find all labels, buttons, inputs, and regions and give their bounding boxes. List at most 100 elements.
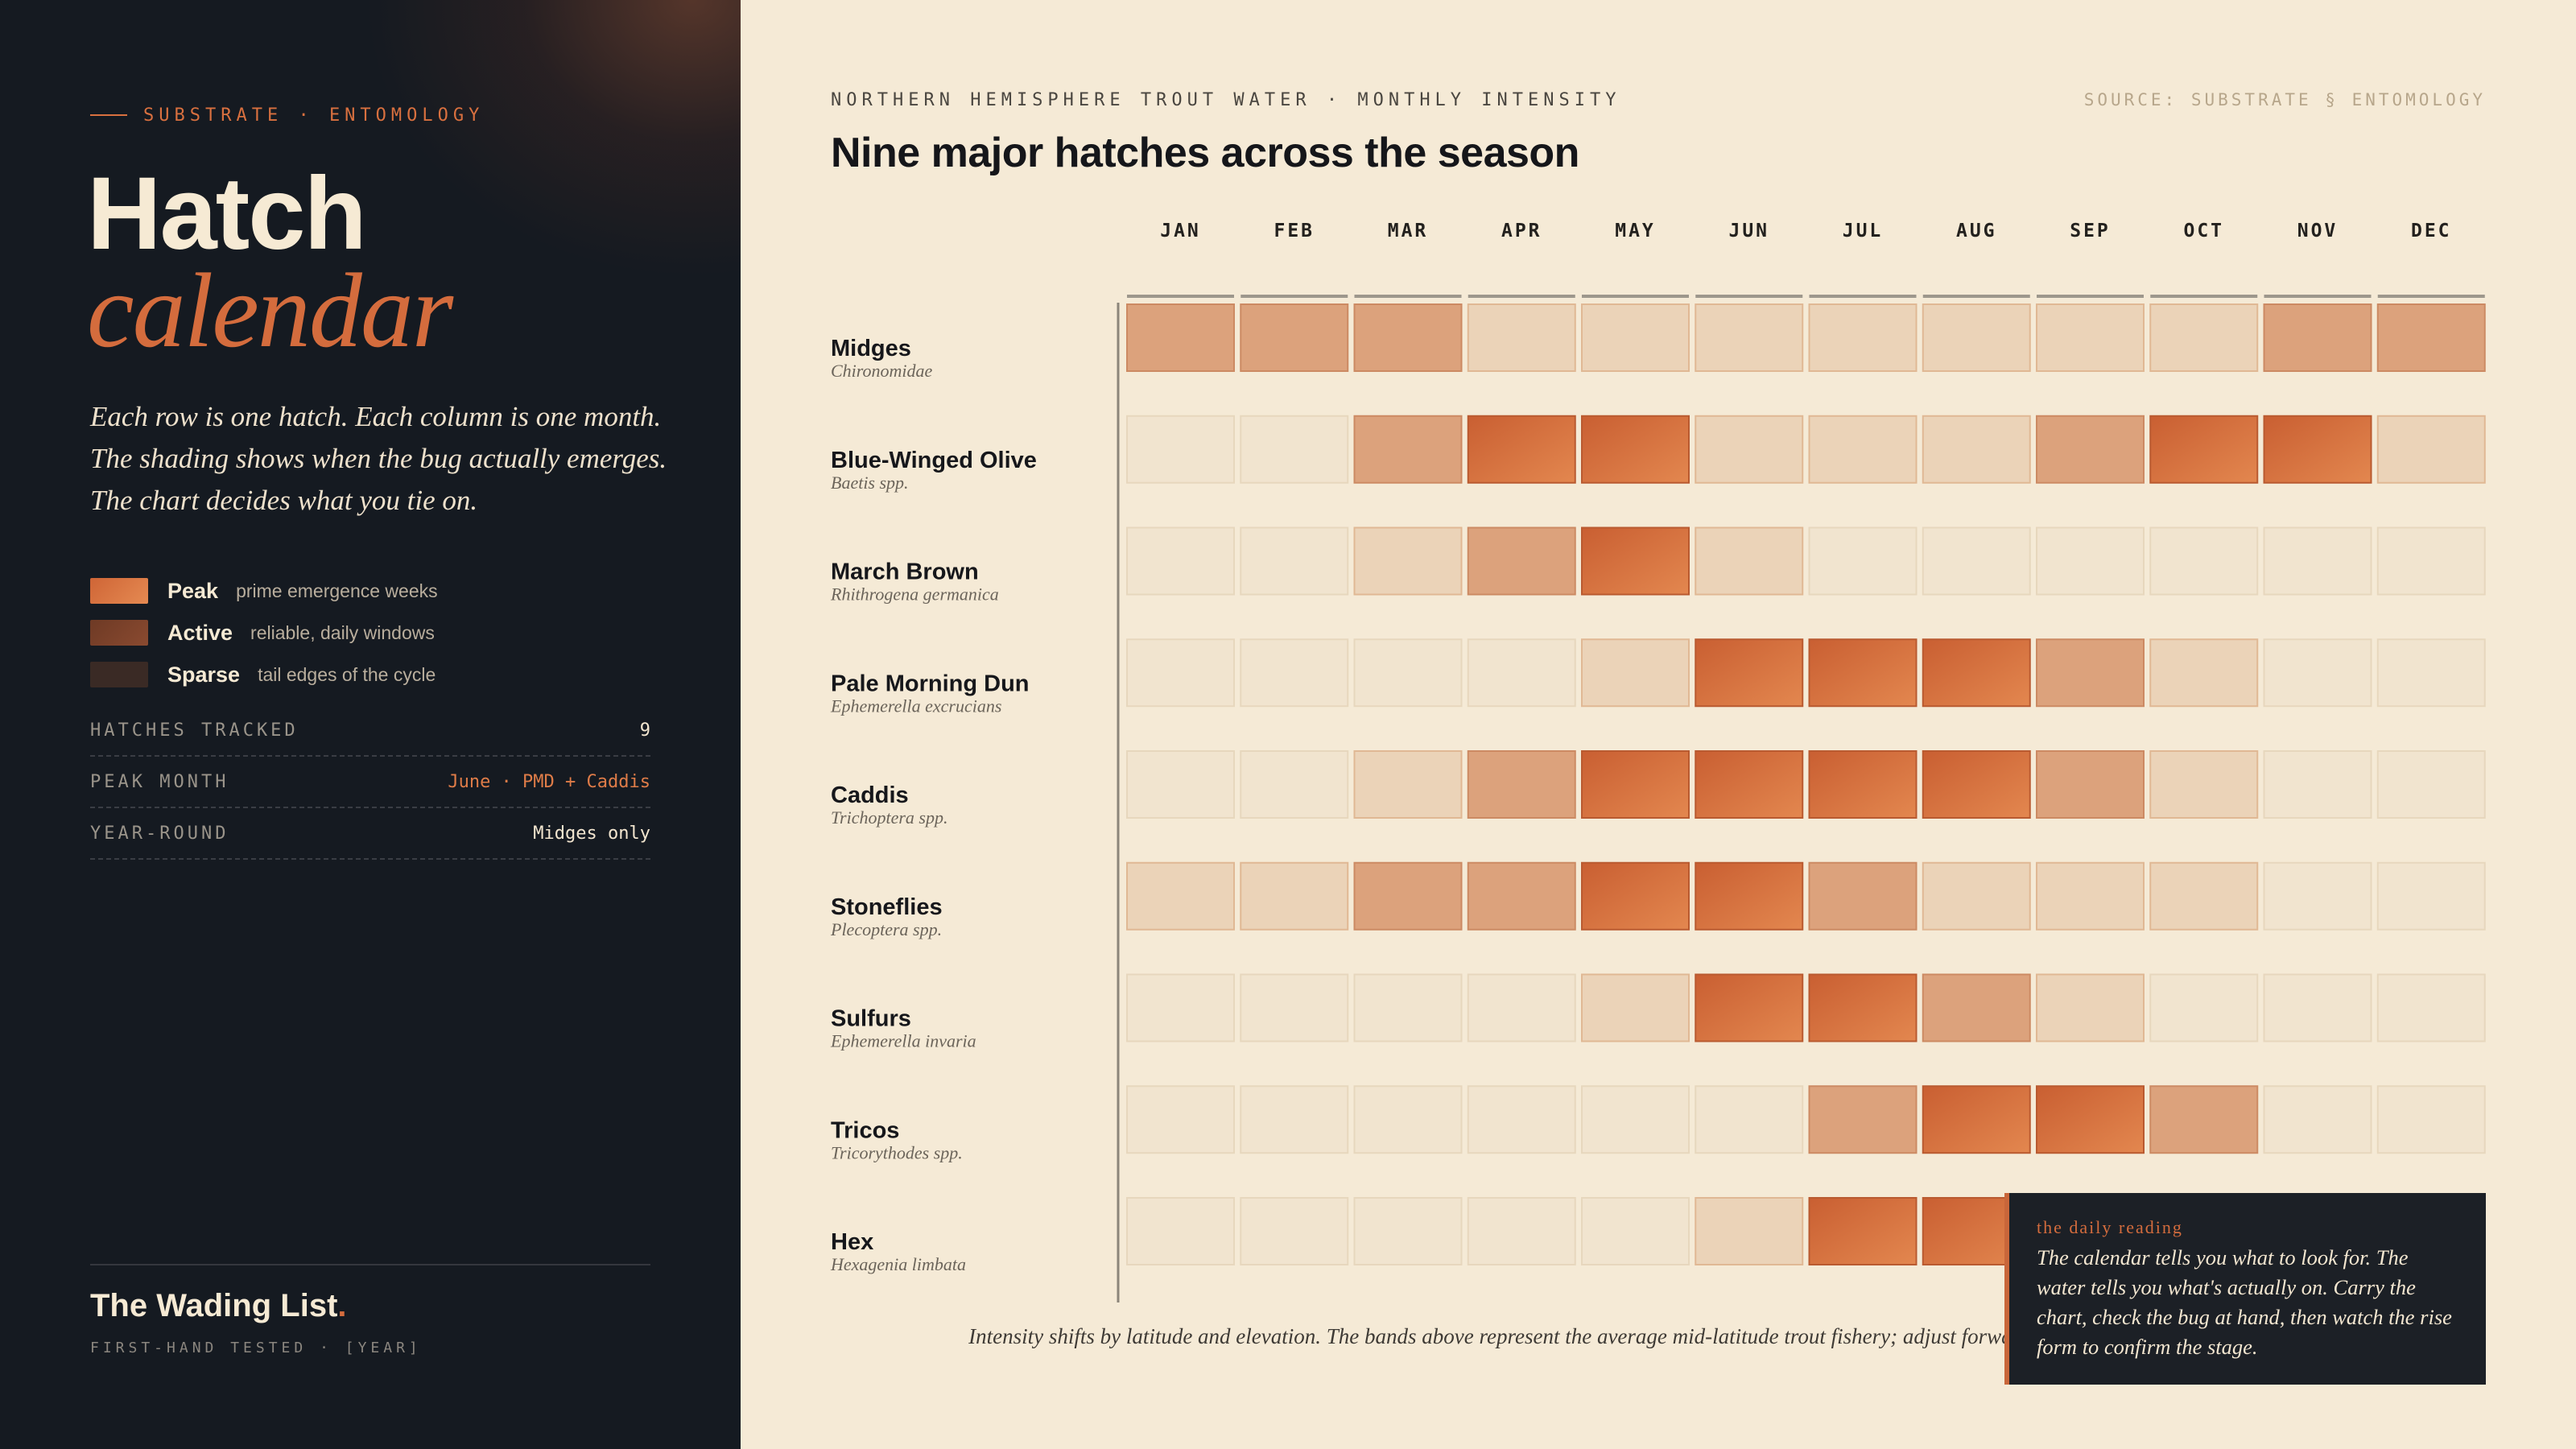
heatmap-cell [1353,638,1463,708]
heatmap-cell [2263,861,2372,931]
heatmap-cell [2263,303,2372,372]
heatmap-cell [1695,973,1804,1042]
legend-swatch-active [90,620,148,646]
heatmap-cell [1808,1197,1918,1265]
row-label: Hex [831,1229,873,1255]
heatmap-cell [1353,750,1463,819]
legend-item-active: Active reliable, daily windows [90,612,670,654]
heatmap-cell [1240,750,1349,819]
legend-desc: prime emergence weeks [236,580,438,601]
heatmap-cell [1922,415,2031,484]
legend: Peak prime emergence weeks Active reliab… [90,570,670,696]
heatmap-cell [1922,1085,2031,1154]
heatmap-cell [1353,415,1463,484]
eyebrow-rule [90,114,127,116]
heatmap-cell [2376,973,2486,1042]
heatmap-cell [2149,861,2259,931]
month-tick [2150,295,2258,298]
heatmap-cell [2376,303,2486,372]
heatmap-cells [1126,303,2486,1265]
heatmap-cell [2376,750,2486,819]
heatmap-cell [2149,750,2259,819]
heatmap-cell [1240,1085,1349,1154]
stat-label: PEAK MONTH [90,771,229,792]
month-tick [1468,295,1575,298]
row-label: Caddis [831,782,909,808]
heatmap-cell [2149,415,2259,484]
stat-value: Midges only [533,823,650,844]
heatmap-cell [1808,526,1918,596]
title-line-2: calendar [87,251,453,369]
heatmap-cell [2376,861,2486,931]
heatmap-cell [1695,303,1804,372]
heatmap-cell [2036,861,2145,931]
heatmap-cell [2036,638,2145,708]
legend-item-sparse: Sparse tail edges of the cycle [90,654,670,696]
stat-label: YEAR-ROUND [90,823,229,844]
heatmap-cell [1695,750,1804,819]
heatmap-cell [1922,303,2031,372]
heatmap-cell [1695,1197,1804,1265]
heatmap-cell [1581,750,1690,819]
heatmap-cell [1126,1085,1235,1154]
heatmap-cell [1126,750,1235,819]
row-latin-name: Plecoptera spp. [830,919,942,939]
heatmap-cell [2149,526,2259,596]
heatmap-cell [1808,1085,1918,1154]
row-label: Blue-Winged Olive [831,448,1037,473]
row-latin-name: Trichoptera spp. [831,807,947,828]
heatmap-cell [1467,1085,1576,1154]
legend-swatch-peak [90,578,148,604]
heatmap-cell [2036,526,2145,596]
heatmap-cell [2376,526,2486,596]
heatmap-cell [2376,638,2486,708]
heatmap-cell [1353,973,1463,1042]
month-tick [1582,295,1689,298]
stat-row: HATCHES TRACKED 9 [90,705,650,757]
heatmap-cell [1240,638,1349,708]
heatmap-cell [1808,303,1918,372]
heatmap-cell [1467,1197,1576,1265]
heatmap-cell [2036,973,2145,1042]
row-label: Tricos [831,1117,899,1143]
heatmap-cell [2263,526,2372,596]
row-latin-name: Baetis spp. [831,473,909,493]
heatmap-cell [1240,861,1349,931]
heatmap-cell [2263,750,2372,819]
stat-label: HATCHES TRACKED [90,720,299,741]
month-tick [2037,295,2144,298]
heatmap-cell [2263,415,2372,484]
legend-desc: reliable, daily windows [250,621,435,643]
heatmap-cell [1581,861,1690,931]
heatmap-cell [2376,415,2486,484]
legend-name: Active [167,620,233,645]
heatmap-cell [1353,1197,1463,1265]
heatmap-cell [1581,415,1690,484]
heatmap-cell [1467,861,1576,931]
heatmap-cell [1126,526,1235,596]
eyebrow: SUBSTRATE · ENTOMOLOGY [90,103,484,127]
row-latin-name: Hexagenia limbata [830,1254,966,1274]
heatmap-cell [1240,973,1349,1042]
heatmap-cell [1240,1197,1349,1265]
heatmap-cell [2036,415,2145,484]
heatmap-cell [1353,1085,1463,1154]
heatmap-cell [1581,638,1690,708]
heatmap-cell [1581,526,1690,596]
heatmap-cell [1808,750,1918,819]
month-label: NOV [2297,221,2339,242]
heatmap-cell [2263,638,2372,708]
heatmap-cell [1126,973,1235,1042]
heatmap-cell [1808,415,1918,484]
sidebar: SUBSTRATE · ENTOMOLOGY Hatch calendar Ea… [0,0,741,1449]
heatmap-cell [1695,861,1804,931]
heatmap-cell [1581,303,1690,372]
row-latin-name: Ephemerella invaria [830,1031,976,1051]
month-label: SEP [2070,221,2111,242]
heatmap-cell [1922,638,2031,708]
heatmap-cell [1467,750,1576,819]
row-latin-name: Ephemerella excrucians [830,696,1001,716]
heatmap-cell [2376,1085,2486,1154]
heatmap-cell [2149,973,2259,1042]
month-label: FEB [1274,221,1315,242]
